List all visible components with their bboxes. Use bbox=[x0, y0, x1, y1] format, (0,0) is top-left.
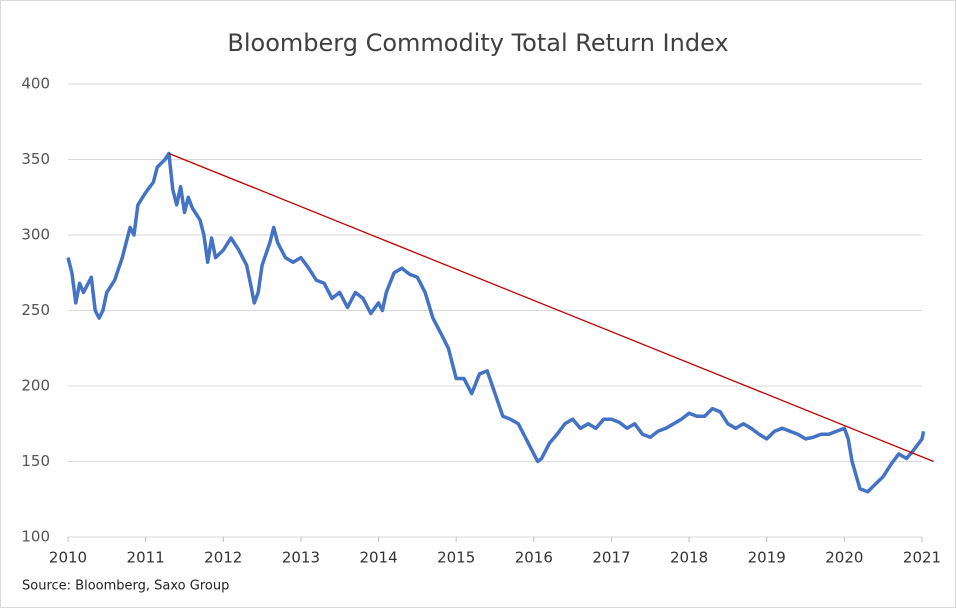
y-tick-label: 300 bbox=[21, 226, 50, 244]
y-tick-label: 100 bbox=[21, 528, 50, 546]
x-tick-label: 2011 bbox=[127, 549, 165, 567]
x-tick-label: 2010 bbox=[49, 549, 87, 567]
x-tick-label: 2015 bbox=[437, 549, 475, 567]
source-note: Source: Bloomberg, Saxo Group bbox=[22, 579, 229, 594]
y-tick-label: 250 bbox=[21, 301, 50, 319]
trend-line bbox=[168, 152, 934, 463]
x-tick-label: 2021 bbox=[903, 549, 941, 567]
x-tick-label: 2014 bbox=[359, 549, 397, 567]
x-tick-label: 2019 bbox=[748, 549, 786, 567]
y-tick-label: 350 bbox=[21, 150, 50, 168]
x-tick-label: 2012 bbox=[204, 549, 242, 567]
data-line bbox=[66, 151, 926, 494]
x-tick-label: 2016 bbox=[515, 549, 553, 567]
chart-title: Bloomberg Commodity Total Return Index bbox=[227, 29, 728, 57]
x-tick-label: 2020 bbox=[825, 549, 863, 567]
x-tick-label: 2017 bbox=[592, 549, 630, 567]
y-tick-label: 400 bbox=[21, 75, 50, 93]
y-tick-label: 200 bbox=[21, 377, 50, 395]
x-tick-label: 2018 bbox=[670, 549, 708, 567]
x-tick-label: 2013 bbox=[282, 549, 320, 567]
y-tick-label: 150 bbox=[21, 452, 50, 470]
